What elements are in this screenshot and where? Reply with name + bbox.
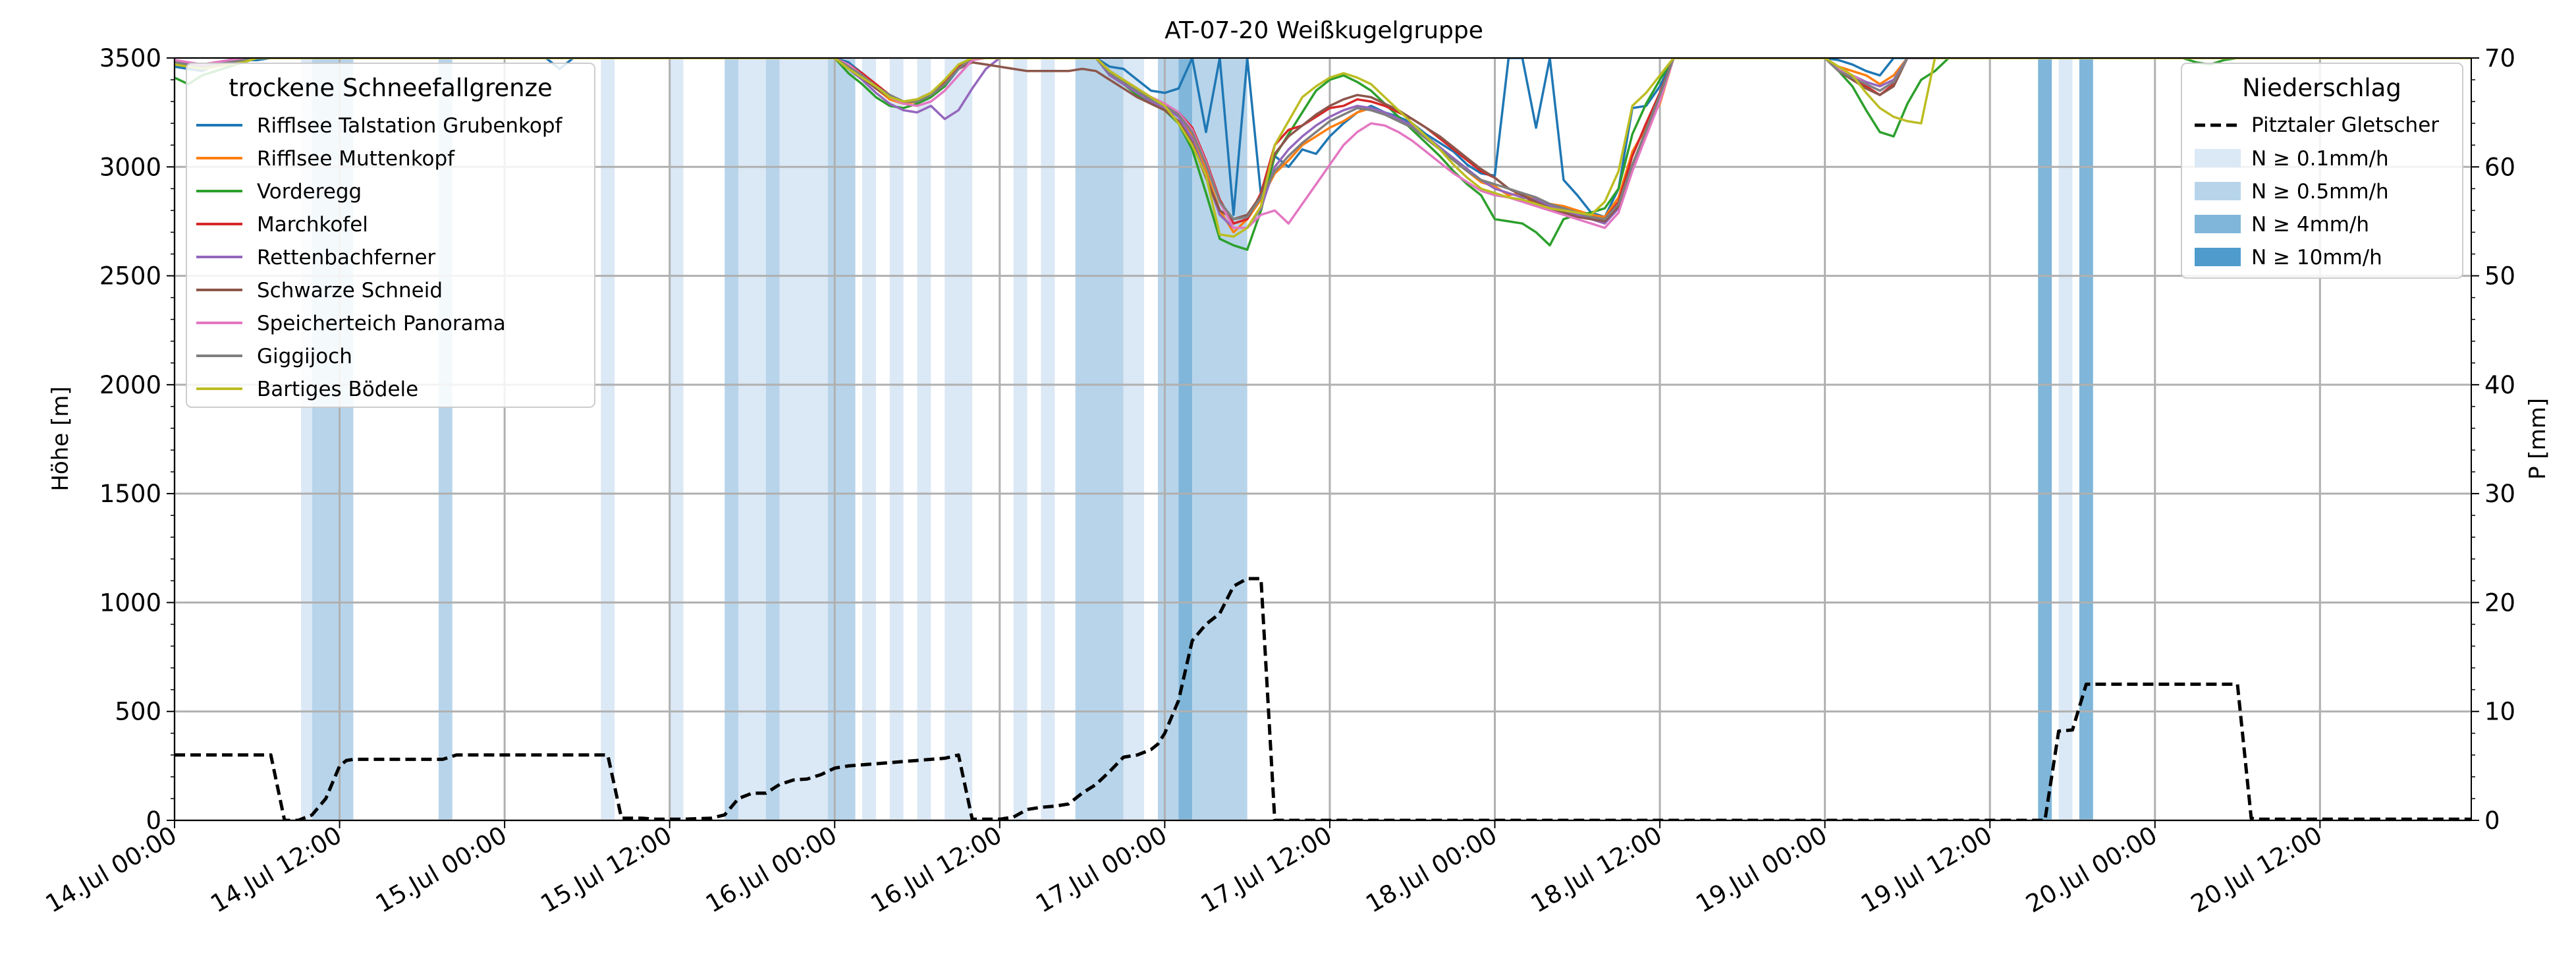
precip-line	[175, 577, 2471, 820]
y-tick-label: 3000	[99, 153, 161, 181]
legend-series-label: Rettenbachferner	[257, 246, 436, 269]
precip-band	[889, 58, 904, 820]
legend-band-swatch	[2195, 215, 2241, 233]
precip-band	[738, 58, 766, 820]
y-tick-label: 2500	[99, 262, 161, 291]
precipitation-series	[175, 577, 2471, 820]
legend-band-swatch	[2195, 149, 2241, 167]
y-tick-label: 1500	[99, 480, 161, 508]
precip-band	[601, 58, 615, 820]
precipitation-bands	[301, 58, 2093, 820]
y-tick-label: 1000	[99, 588, 161, 617]
series-line	[175, 58, 2471, 225]
legend-series-label: Bartiges Bödele	[257, 378, 418, 401]
legend-precip-line-label: Pitztaler Gletscher	[2251, 113, 2439, 137]
precip-band	[945, 58, 973, 820]
precip-band	[725, 58, 739, 820]
legend-precipitation-title: Niederschlag	[2242, 74, 2401, 102]
legend-band-label: N ≥ 4mm/h	[2251, 213, 2369, 237]
y2-tick-label: 70	[2484, 44, 2515, 72]
precip-band	[2058, 58, 2073, 820]
legend-band-swatch	[2195, 248, 2241, 266]
legend-band-label: N ≥ 0.5mm/h	[2251, 180, 2389, 204]
y-tick-label: 0	[146, 807, 161, 835]
legend-band-label: N ≥ 0.1mm/h	[2251, 147, 2389, 171]
precip-band	[1157, 58, 1179, 820]
legend-precipitation: Niederschlag Pitztaler Gletscher N ≥ 0.1…	[2181, 63, 2463, 279]
y-tick-label: 2000	[99, 371, 161, 399]
precip-band	[669, 58, 684, 820]
y2-tick-label: 20	[2484, 588, 2515, 617]
legend-series-label: Vorderegg	[257, 180, 362, 204]
chart-title: AT-07-20 Weißkugelgruppe	[1165, 17, 1483, 44]
series-line	[175, 58, 2471, 221]
precip-band	[1192, 58, 1247, 820]
series-line	[175, 58, 2471, 229]
precip-band	[1123, 58, 1145, 820]
precip-band	[779, 58, 828, 820]
precip-band	[862, 58, 876, 820]
precip-band	[1041, 58, 1055, 820]
precip-band	[765, 58, 780, 820]
precip-band	[917, 58, 931, 820]
legend-band-swatch	[2195, 182, 2241, 200]
legend-snowline-title: trockene Schneefallgrenze	[229, 74, 553, 102]
series-line	[175, 58, 2471, 234]
legend-series-label: Giggijoch	[257, 345, 352, 368]
y2-tick-label: 40	[2484, 371, 2515, 399]
legend-series-label: Marchkofel	[257, 213, 368, 237]
precip-band	[827, 58, 856, 820]
precip-band	[1013, 58, 1028, 820]
legend-band-label: N ≥ 10mm/h	[2251, 246, 2382, 269]
legend-series-label: Rifflsee Talstation Grubenkopf	[257, 114, 563, 138]
y2-tick-label: 30	[2484, 480, 2515, 508]
y-axis-label: Höhe [m]	[47, 386, 74, 491]
plot-frame	[174, 57, 2472, 821]
legend-snowline: trockene Schneefallgrenze Rifflsee Talst…	[186, 63, 595, 408]
series-line	[175, 58, 2471, 251]
legend-series-label: Rifflsee Muttenkopf	[257, 147, 455, 171]
y2-tick-label: 60	[2484, 153, 2515, 181]
legend-series-label: Schwarze Schneid	[257, 279, 443, 302]
y2-tick-label: 10	[2484, 698, 2515, 726]
precip-band	[1075, 58, 1124, 820]
precip-band	[2038, 58, 2052, 820]
y2-tick-label: 0	[2484, 807, 2500, 835]
y-tick-label: 3500	[99, 44, 161, 72]
series-line	[175, 58, 2471, 223]
y-tick-label: 500	[115, 698, 161, 726]
precip-band	[1178, 58, 1193, 820]
legend-series-label: Speicherteich Panorama	[257, 312, 506, 335]
y2-tick-label: 50	[2484, 262, 2515, 291]
y2-axis-label: P [mm]	[2525, 398, 2551, 480]
series-line	[175, 58, 2471, 229]
series-line	[175, 58, 2471, 238]
precip-band	[2079, 58, 2093, 820]
